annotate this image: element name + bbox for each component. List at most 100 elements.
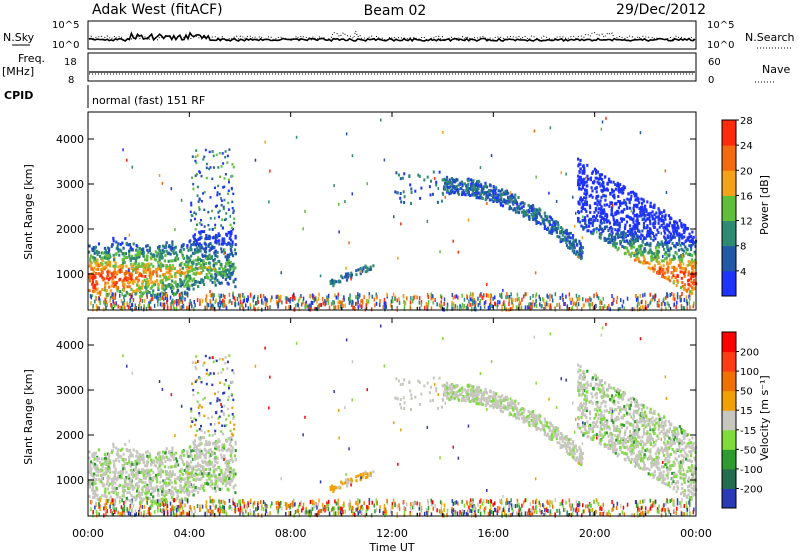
data-cell — [630, 237, 633, 241]
data-cell — [148, 452, 151, 456]
data-cell — [132, 279, 135, 283]
data-cell — [227, 178, 230, 182]
data-cell — [507, 195, 510, 199]
data-cell — [177, 477, 180, 481]
data-cell — [229, 276, 232, 280]
data-cell — [174, 498, 177, 502]
data-cell — [651, 232, 654, 235]
data-cell — [184, 477, 187, 481]
data-cell — [153, 295, 156, 299]
data-cell — [434, 298, 436, 303]
data-cell — [104, 490, 107, 494]
data-cell — [169, 247, 172, 251]
data-cell — [123, 277, 126, 281]
data-cell — [138, 461, 141, 464]
data-cell — [581, 170, 584, 174]
data-cell — [95, 263, 98, 267]
data-cell — [638, 214, 641, 218]
data-cell — [195, 455, 198, 459]
data-cell — [623, 234, 626, 238]
data-cell — [160, 491, 163, 495]
data-cell — [612, 244, 615, 248]
data-cell — [146, 483, 149, 487]
data-cell — [166, 303, 169, 308]
data-cell — [171, 446, 174, 450]
data-cell — [302, 227, 304, 231]
data-cell — [365, 303, 367, 308]
data-cell — [229, 271, 233, 275]
data-cell — [223, 473, 226, 477]
data-cell — [652, 234, 656, 238]
data-cell — [94, 494, 97, 498]
data-cell — [217, 280, 220, 284]
data-cell — [678, 236, 681, 240]
data-cell — [141, 274, 144, 278]
data-cell — [103, 267, 106, 271]
data-cell — [159, 280, 162, 284]
data-cell — [222, 473, 225, 477]
data-cell — [202, 484, 205, 488]
data-cell — [201, 266, 204, 270]
data-cell — [644, 300, 647, 305]
data-cell — [651, 214, 654, 218]
data-cell — [119, 448, 122, 452]
data-cell — [505, 295, 507, 300]
noise-ytick-top: 10^5 — [52, 20, 79, 31]
data-cell — [211, 442, 214, 446]
data-cell — [175, 307, 178, 312]
data-cell — [157, 264, 160, 268]
data-cell — [620, 187, 624, 191]
data-cell — [439, 294, 442, 299]
data-cell — [135, 256, 138, 260]
data-cell — [582, 207, 585, 211]
data-cell — [192, 440, 195, 444]
data-cell — [130, 288, 133, 291]
data-cell — [198, 262, 201, 265]
data-cell — [636, 223, 639, 227]
data-cell — [218, 267, 221, 271]
data-cell — [232, 292, 234, 297]
data-cell — [232, 269, 235, 273]
data-cell — [644, 243, 647, 246]
data-cell — [213, 280, 217, 284]
data-cell — [644, 261, 647, 265]
data-cell — [348, 241, 350, 245]
data-cell — [211, 276, 214, 280]
data-cell — [673, 266, 676, 270]
data-cell — [178, 250, 181, 253]
data-cell — [194, 174, 197, 177]
data-cell — [512, 208, 515, 212]
data-cell — [211, 433, 214, 437]
data-cell — [317, 296, 320, 301]
data-cell — [451, 306, 453, 311]
data-cell — [98, 264, 101, 268]
data-cell — [105, 495, 108, 499]
data-cell — [99, 262, 103, 265]
data-cell — [137, 274, 141, 278]
data-cell — [294, 304, 297, 308]
data-cell — [144, 275, 147, 278]
data-cell — [632, 241, 635, 245]
data-cell — [224, 150, 227, 153]
data-cell — [547, 219, 550, 223]
data-cell — [457, 188, 460, 192]
data-cell — [216, 484, 219, 488]
data-cell — [321, 296, 324, 301]
data-cell — [599, 177, 602, 181]
data-cell — [108, 285, 111, 289]
data-cell — [682, 223, 685, 227]
data-cell — [112, 271, 115, 275]
data-cell — [514, 199, 517, 203]
data-cell — [192, 287, 195, 291]
data-cell — [514, 193, 517, 197]
data-cell — [221, 478, 224, 482]
data-cell — [140, 492, 144, 496]
data-cell — [693, 263, 696, 267]
data-cell — [242, 299, 245, 304]
data-cell — [192, 187, 195, 191]
data-cell — [518, 299, 521, 304]
data-cell — [122, 288, 126, 292]
data-cell — [123, 460, 126, 464]
data-cell — [578, 186, 581, 190]
data-cell — [546, 293, 548, 298]
